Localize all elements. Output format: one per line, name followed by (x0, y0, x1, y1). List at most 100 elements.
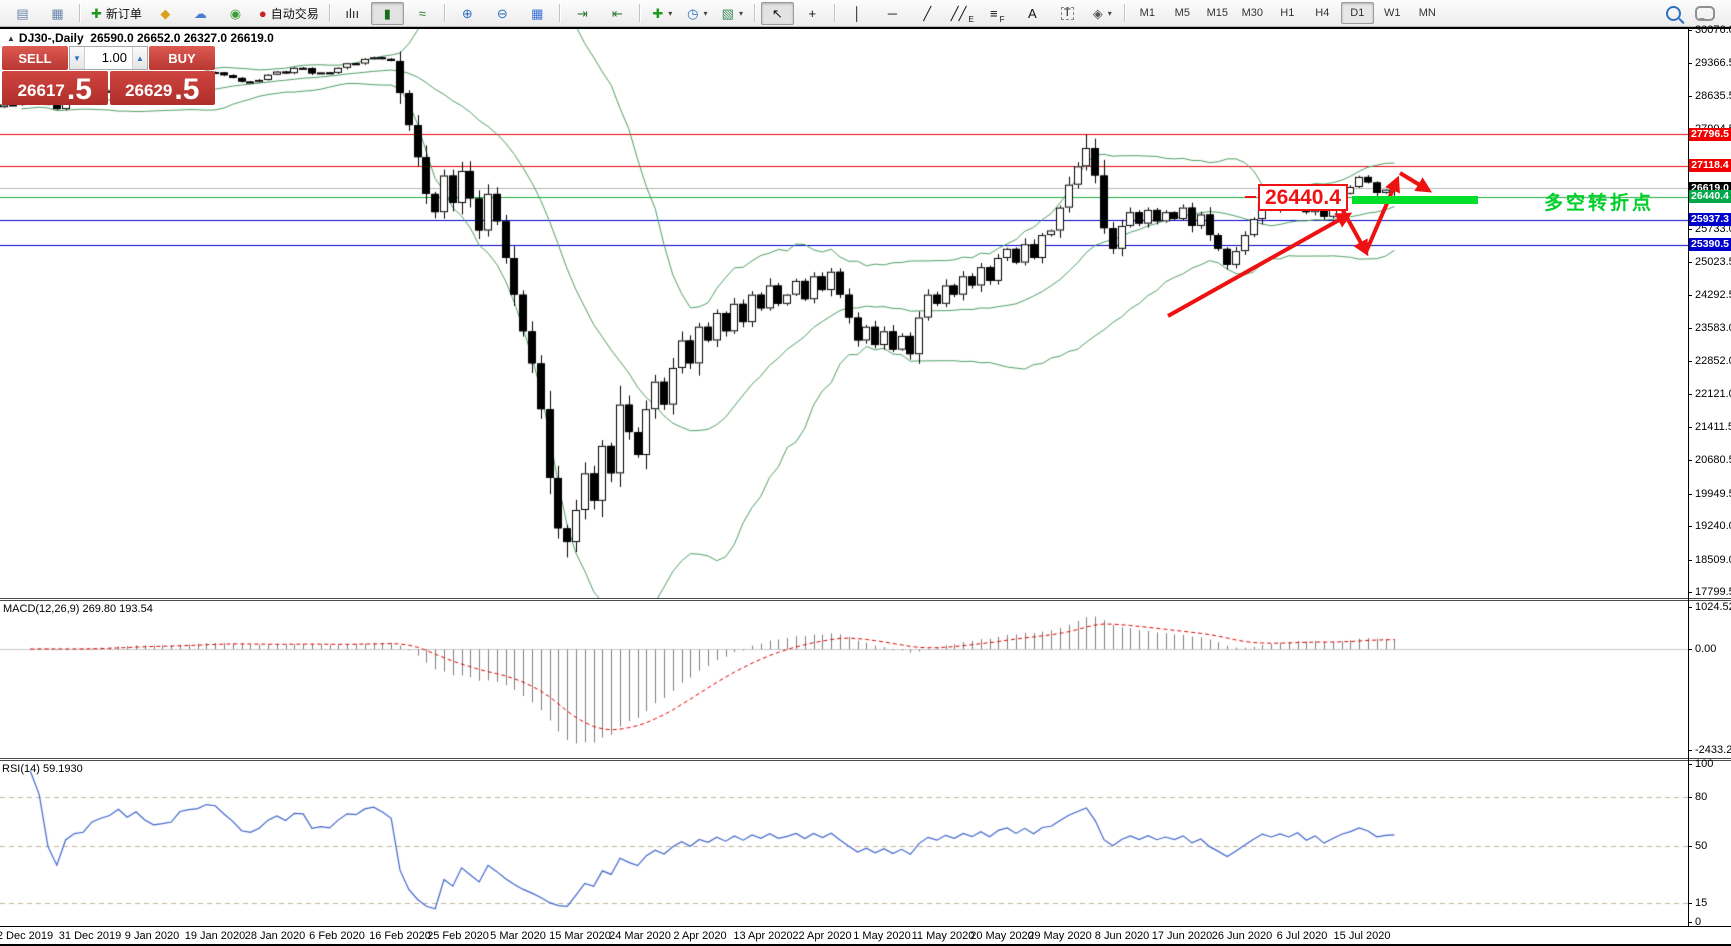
templates-dropdown[interactable]: ▧ ▾ (716, 2, 749, 25)
label-button[interactable]: T (1051, 2, 1084, 25)
date-tick-label[interactable]: 1 May 2020 (853, 930, 911, 942)
date-tick-label[interactable]: 11 May 2020 (911, 930, 975, 942)
price-tag: 26440.4 (1689, 190, 1731, 203)
volume-input[interactable]: 1.00 (101, 50, 127, 65)
timeframe-w1[interactable]: W1 (1384, 7, 1401, 19)
date-tick-label[interactable]: 17 Jun 2020 (1151, 930, 1213, 942)
toolbar-separator (1123, 4, 1126, 22)
date-tick-label[interactable]: 6 Feb 2020 (309, 930, 365, 942)
toolbar-separator (638, 4, 641, 22)
timeframe-h4[interactable]: H4 (1315, 7, 1330, 19)
rsi-axis-value: 15 (1695, 897, 1708, 909)
date-tick-label[interactable]: 2 Apr 2020 (673, 930, 727, 942)
tile-windows-button[interactable]: ▦ (521, 2, 554, 25)
toolbar-group: ⇥ ⇤ (566, 2, 634, 25)
arrows-dropdown[interactable]: ◈ ▾ (1086, 2, 1119, 25)
price-axis-value: 30076.0 (1695, 24, 1731, 36)
rsi-pane-canvas[interactable] (0, 761, 1688, 926)
timeframe-m1[interactable]: M1 (1139, 7, 1155, 19)
support-highlight-bar[interactable] (1352, 196, 1478, 204)
price-chart-canvas[interactable] (0, 29, 1688, 598)
trendline-button[interactable]: ╱ (911, 2, 944, 25)
candlestick-chart-button[interactable]: ▮ (370, 1, 404, 25)
collapse-triangle-icon[interactable]: ▲ (7, 34, 15, 43)
bar-chart-button[interactable]: ılıı (336, 2, 369, 25)
chat-icon[interactable] (1695, 5, 1715, 21)
hline-button[interactable]: ─ (876, 2, 909, 25)
timeframe-m5[interactable]: M5 (1174, 7, 1190, 19)
dropdown-arrow-icon: ▾ (703, 8, 708, 18)
timeframe-m30[interactable]: M30 (1241, 7, 1263, 19)
auto-scroll-button[interactable]: ⇤ (601, 2, 634, 25)
date-tick-label[interactable]: 28 Jan 2020 (244, 930, 306, 942)
date-tick-label[interactable]: 13 Apr 2020 (733, 930, 793, 942)
volume-decrease-button[interactable]: ▼ (70, 47, 85, 69)
pane-separator[interactable] (0, 758, 1731, 761)
price-axis-tick (1688, 560, 1692, 561)
date-tick-label[interactable]: 24 Mar 2020 (609, 930, 671, 942)
timeframe-mn[interactable]: MN (1418, 7, 1436, 19)
price-axis-value: 24292.5 (1695, 289, 1731, 301)
turning-point-label[interactable]: 多空转折点 (1544, 193, 1655, 214)
date-tick-label[interactable]: 19 Jan 2020 (184, 930, 246, 942)
periods-dropdown[interactable]: ◷ ▾ (681, 2, 714, 25)
date-tick-label[interactable]: 9 Jan 2020 (124, 930, 180, 942)
date-tick-label[interactable]: 20 May 2020 (970, 930, 1034, 942)
search-icon[interactable] (1666, 5, 1681, 21)
chart-shift-button[interactable]: ⇥ (566, 2, 599, 25)
price-tag: 25937.3 (1689, 213, 1731, 226)
timeframe-d1[interactable]: D1 (1340, 2, 1374, 24)
eraser-icon[interactable]: ◆ (149, 2, 182, 25)
line-chart-button[interactable]: ≈ (406, 2, 439, 25)
templates-icon: ▧ (721, 5, 734, 21)
date-tick-label[interactable]: 16 Feb 2020 (369, 930, 431, 942)
date-tick-label[interactable]: 2 Dec 2019 (0, 930, 54, 942)
new-order-button[interactable]: ✚ 新订单 (86, 2, 147, 25)
zoom-in-button[interactable]: ⊕ (451, 2, 484, 25)
date-tick-label[interactable]: 29 May 2020 (1028, 930, 1092, 942)
buy-button[interactable]: BUY (149, 46, 215, 70)
sound-icon[interactable]: ◉ (219, 2, 252, 25)
auto-trading-button[interactable]: ● 自动交易 (254, 2, 324, 25)
price-axis-value: 28635.5 (1695, 90, 1731, 102)
vline-button[interactable]: │ (841, 2, 874, 25)
date-tick-label[interactable]: 25 Feb 2020 (427, 930, 489, 942)
price-tag: 27796.5 (1689, 128, 1731, 141)
zoom-out-button[interactable]: ⊖ (486, 2, 519, 25)
text-button[interactable]: A (1016, 2, 1049, 25)
community-icon[interactable]: ☁ (184, 2, 217, 25)
channel-button[interactable]: ╱╱ E (946, 2, 979, 25)
chart-window-icon-icon: ▦ (51, 5, 64, 21)
date-tick-label[interactable]: 15 Jul 2020 (1333, 930, 1391, 942)
charts-list-icon[interactable]: ▤ (6, 2, 39, 25)
new-chart-dropdown[interactable]: ✚ ▾ (646, 2, 679, 25)
date-tick-label[interactable]: 15 Mar 2020 (549, 930, 611, 942)
date-tick-label[interactable]: 5 Mar 2020 (490, 930, 546, 942)
pane-separator[interactable] (0, 598, 1731, 601)
date-tick-label[interactable]: 8 Jun 2020 (1094, 930, 1150, 942)
buy-price-box[interactable]: 26629 .5 (109, 71, 215, 105)
toolbar-right (1666, 5, 1725, 21)
chart-window-icon[interactable]: ▦ (41, 2, 74, 25)
cursor-button[interactable]: ↖ (760, 1, 794, 25)
date-tick-label[interactable]: 6 Jul 2020 (1276, 930, 1328, 942)
arrows-icon: ◈ (1092, 5, 1103, 21)
date-tick-label[interactable]: 31 Dec 2019 (58, 930, 122, 942)
sell-price-box[interactable]: 26617 .5 (2, 71, 108, 105)
timeframe-m15[interactable]: M15 (1206, 7, 1228, 19)
toolbar-separator (558, 4, 561, 22)
date-tick-label[interactable]: 22 Apr 2020 (792, 930, 852, 942)
fibonacci-button[interactable]: ≡ F (981, 2, 1014, 25)
volume-increase-button[interactable]: ▲ (132, 47, 147, 69)
price-callout-box[interactable]: 26440.4 (1258, 184, 1348, 211)
timeframe-h1[interactable]: H1 (1280, 7, 1295, 19)
price-axis-value: 25023.5 (1695, 256, 1731, 268)
date-tick-label[interactable]: 26 Jun 2020 (1211, 930, 1273, 942)
rsi-axis-tick (1688, 764, 1692, 765)
sell-button[interactable]: SELL (2, 46, 68, 70)
line-chart-icon: ≈ (418, 5, 426, 21)
toolbar-group: ⊕ ⊖ ▦ (451, 2, 554, 25)
macd-pane-canvas[interactable] (0, 601, 1688, 758)
crosshair-button[interactable]: + (796, 2, 829, 25)
rsi-axis-tick (1688, 903, 1692, 904)
